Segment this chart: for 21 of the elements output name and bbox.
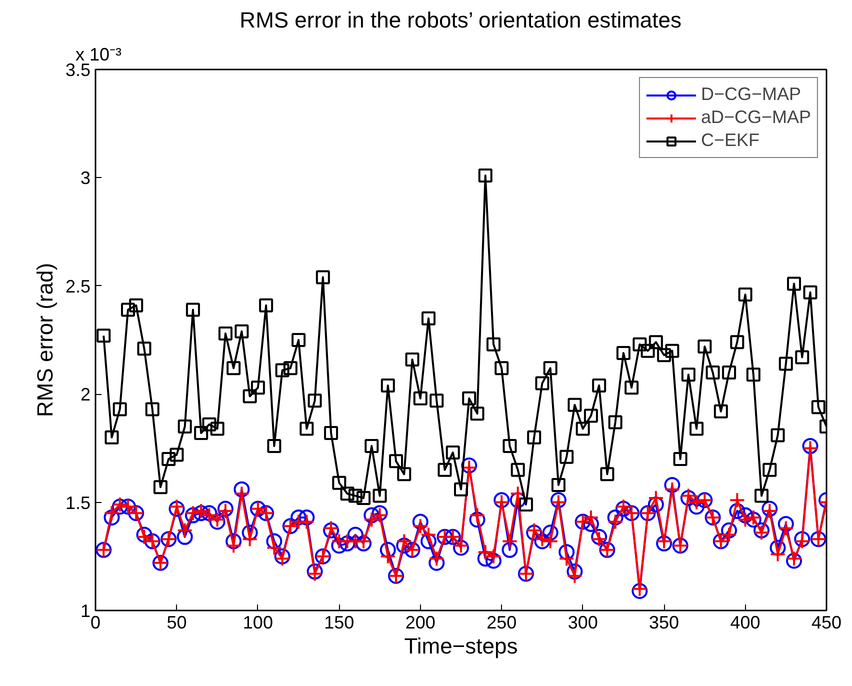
y-axis-title: RMS error (rad) xyxy=(32,262,58,418)
legend-label: C−EKF xyxy=(700,130,760,151)
legend-label: D−CG−MAP xyxy=(700,84,801,105)
y-tick-label: 2.5 xyxy=(65,276,91,296)
chart-title: RMS error in the robots’ orientation estimates xyxy=(240,8,682,32)
y-tick-label: 1.5 xyxy=(65,492,91,513)
x-tick-label: 100 xyxy=(242,612,273,632)
legend-label: aD−CG−MAP xyxy=(700,107,811,128)
x-tick-label: 350 xyxy=(649,612,680,632)
x-tick-label: 150 xyxy=(324,612,354,632)
x-axis-title: Time−steps xyxy=(404,634,518,658)
x-tick-label: 0 xyxy=(90,612,101,632)
x-tick-label: 450 xyxy=(811,612,842,632)
x-tick-label: 300 xyxy=(568,612,598,632)
x-tick-label: 200 xyxy=(405,612,436,632)
y-tick-label: 3 xyxy=(80,168,91,188)
y-tick-label: 1 xyxy=(80,601,91,621)
x-tick-label: 250 xyxy=(486,612,517,632)
y-tick-label: 2 xyxy=(80,384,91,405)
x-tick-label: 50 xyxy=(166,612,187,632)
x-tick-label: 400 xyxy=(730,612,760,632)
